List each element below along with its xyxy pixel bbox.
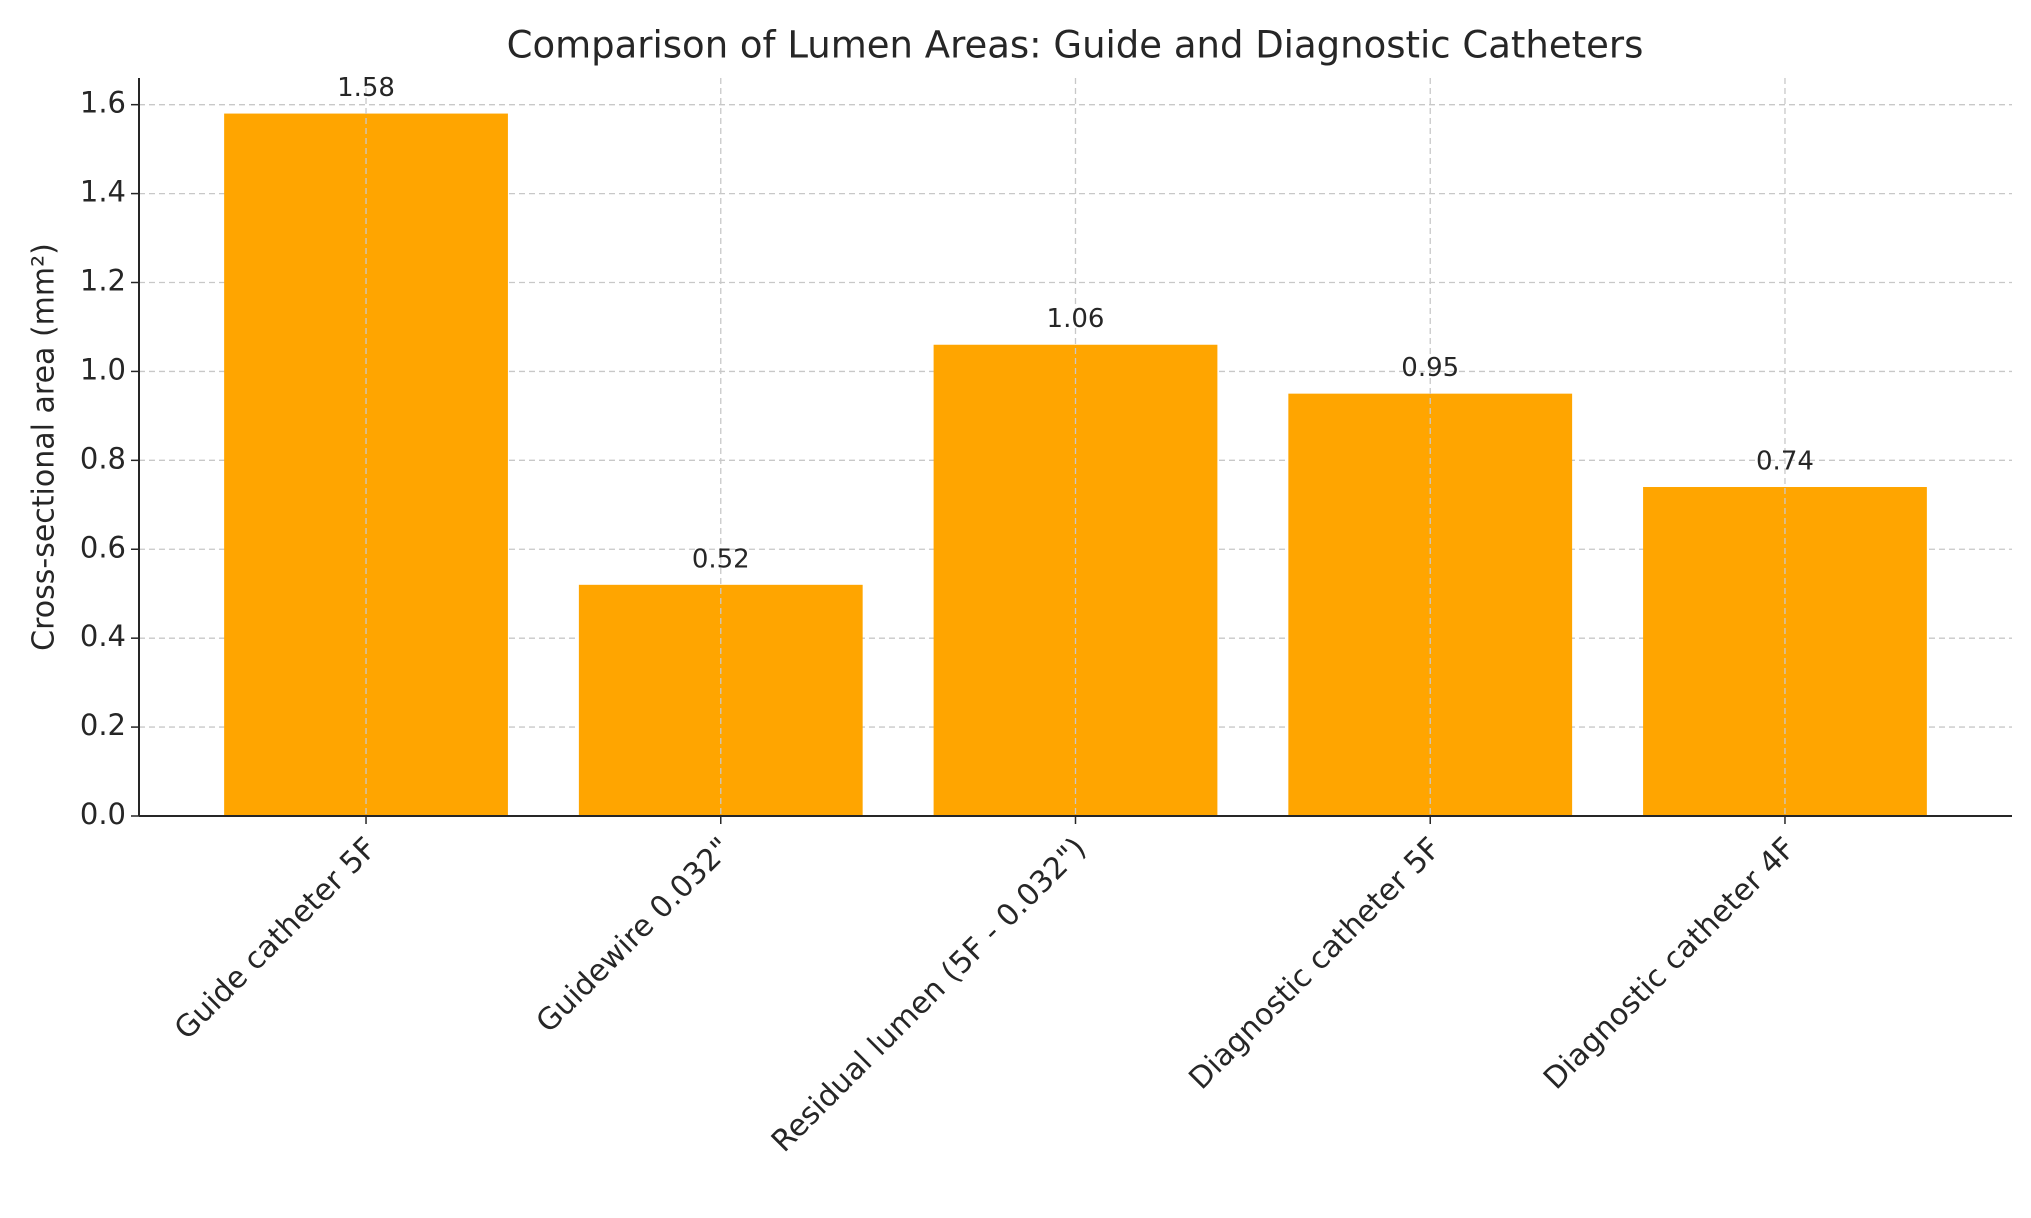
- value-label: 0.52: [692, 544, 750, 574]
- y-tick-label: 0.2: [80, 708, 126, 742]
- value-label: 1.58: [337, 73, 395, 103]
- x-tick-label: Diagnostic catheter 5F: [1182, 831, 1448, 1097]
- x-tick-label: Diagnostic catheter 4F: [1537, 831, 1803, 1097]
- y-tick-label: 0.0: [80, 797, 126, 831]
- bar: [1288, 393, 1573, 816]
- x-tick-label: Guidewire 0.032": [530, 831, 739, 1040]
- chart-title: Comparison of Lumen Areas: Guide and Dia…: [507, 24, 1644, 67]
- y-tick-label: 1.6: [80, 86, 126, 120]
- y-tick-label: 1.4: [80, 175, 126, 209]
- x-tick-label: Guide catheter 5F: [168, 831, 384, 1047]
- y-tick-label: 0.6: [80, 530, 126, 564]
- value-label: 1.06: [1047, 304, 1105, 334]
- y-tick-label: 1.0: [80, 352, 126, 386]
- y-tick-label: 0.4: [80, 619, 126, 653]
- value-label: 0.74: [1756, 447, 1814, 477]
- x-tick-label: Residual lumen (5F - 0.032"): [765, 831, 1093, 1159]
- y-tick-label: 0.8: [80, 441, 126, 475]
- y-axis-label: Cross-sectional area (mm²): [27, 243, 62, 651]
- value-label: 0.95: [1401, 353, 1459, 383]
- y-tick-label: 1.2: [80, 264, 126, 298]
